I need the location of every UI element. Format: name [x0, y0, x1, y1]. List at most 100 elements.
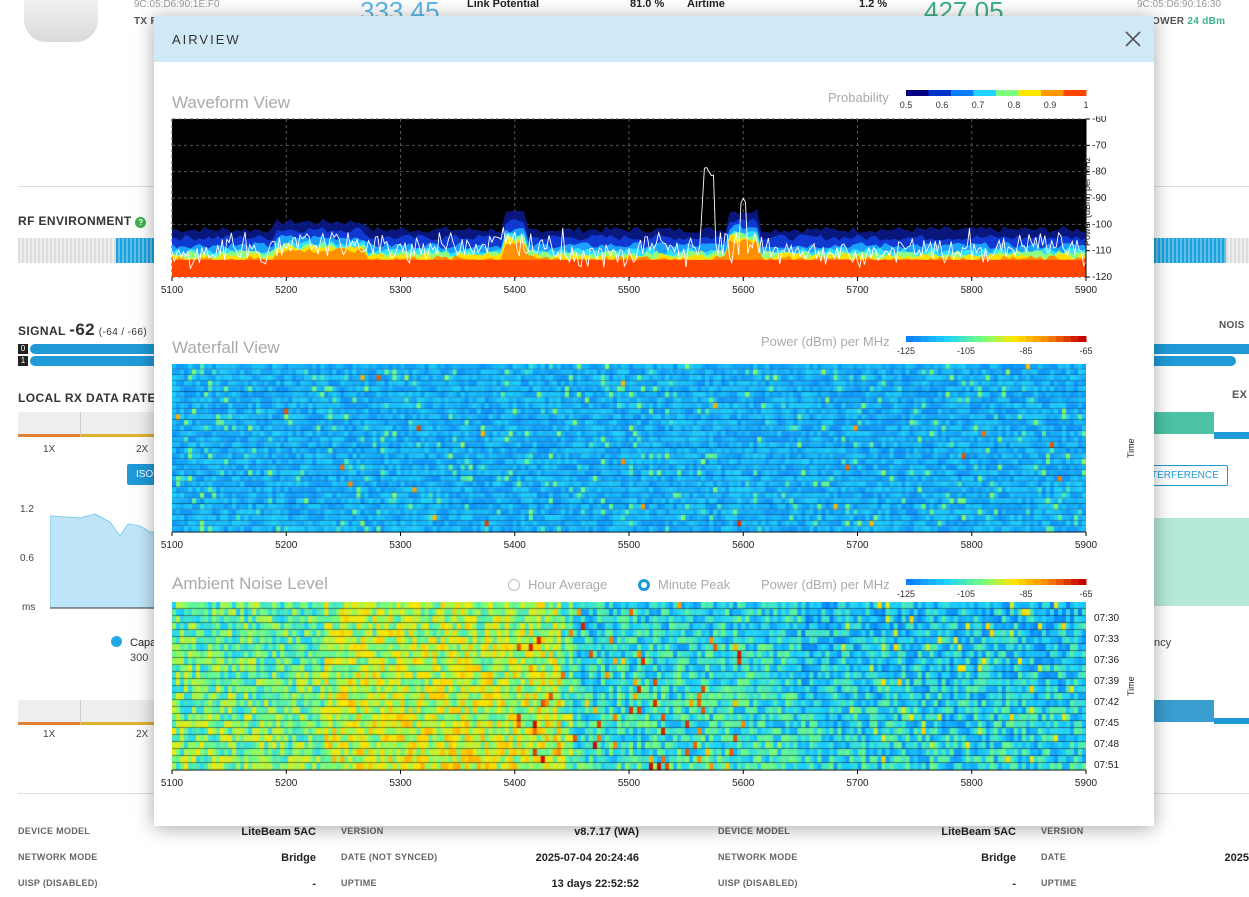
- x-tick-label: 5200: [275, 540, 298, 551]
- time-tick-label: 07:33: [1094, 634, 1120, 645]
- y-tick-label: -90: [1092, 193, 1107, 204]
- minute-peak-radio[interactable]: Minute Peak: [638, 577, 730, 592]
- legend-tick: -105: [957, 589, 975, 599]
- info-label: UPTIME: [341, 878, 377, 888]
- x-tick-label: 5900: [1075, 285, 1098, 296]
- legend-tick: 0.8: [1008, 100, 1021, 110]
- legend-swatch: [921, 579, 929, 585]
- x-tick-label: 5500: [618, 285, 641, 296]
- legend-swatch: [1071, 336, 1079, 342]
- legend-swatch: [1063, 336, 1072, 342]
- time-tick-label: 07:51: [1094, 760, 1120, 771]
- y-tick-ms: ms: [22, 602, 36, 613]
- x-tick-label: 5600: [732, 778, 755, 789]
- info-value: 2025-07-04 20:24:46: [535, 852, 639, 864]
- legend-swatch: [996, 90, 1019, 96]
- info-label: VERSION: [341, 826, 384, 836]
- radio-minute-icon[interactable]: [638, 579, 650, 591]
- radio-hour-icon[interactable]: [508, 579, 520, 591]
- info-value: 2025: [1224, 852, 1249, 864]
- time-tick-label: 07:42: [1094, 697, 1120, 708]
- legend-swatch: [906, 579, 914, 585]
- airtime-label: Airtime: [687, 0, 725, 10]
- x-tick-label: 5700: [846, 778, 869, 789]
- power-label: OWER 24 dBm: [1152, 16, 1226, 27]
- ext-label: EX: [1232, 389, 1248, 401]
- info-label: DATE (NOT SYNCED): [341, 852, 438, 862]
- legend-swatch: [973, 336, 982, 342]
- legend-swatch: [958, 579, 967, 585]
- x-tick-label: 5300: [389, 285, 412, 296]
- legend-swatch: [1056, 336, 1064, 342]
- legend-swatch: [1011, 579, 1019, 585]
- legend-swatch: [951, 579, 959, 585]
- waterfall-heatmap: [172, 364, 1086, 532]
- probability-base: [172, 259, 1086, 277]
- legend-swatch: [1041, 579, 1049, 585]
- latency-area-left: [50, 513, 154, 609]
- legend-latency: ncy: [1154, 637, 1172, 649]
- legend-tick: -85: [1019, 589, 1032, 599]
- legend-tick: -65: [1079, 346, 1092, 356]
- waterfall-legend-title: Power (dBm) per MHz: [761, 334, 890, 349]
- rate-1x: 1X: [43, 444, 56, 455]
- legend-swatch: [1048, 336, 1057, 342]
- rate-2x: 2X: [136, 444, 149, 455]
- legend-swatch: [1063, 90, 1087, 96]
- info-value: LiteBeam 5AC: [941, 826, 1016, 838]
- legend-swatch: [913, 579, 922, 585]
- tx-power-label: TX P: [134, 16, 158, 27]
- legend-swatch: [1041, 90, 1064, 96]
- info-label: UISP (DISABLED): [18, 878, 98, 888]
- legend-tick: 0.9: [1044, 100, 1057, 110]
- interference-button[interactable]: TERFERENCE: [1142, 465, 1228, 486]
- legend-swatch: [921, 336, 929, 342]
- hour-average-radio[interactable]: Hour Average: [508, 577, 607, 592]
- y-tick-label: -60: [1092, 116, 1107, 125]
- x-tick-label: 5200: [275, 285, 298, 296]
- legend-swatch: [1018, 579, 1027, 585]
- right-mac: 9C:05:D6:90:16:30: [1137, 0, 1221, 10]
- tx-rate-1x: 1X: [43, 729, 56, 740]
- waveform-chart: -60 -70 -80 -90 -100 -110 -120 5100 5200 5300 5400…: [161, 116, 1113, 296]
- legend-swatch: [951, 90, 974, 96]
- time-tick-label: 07:39: [1094, 676, 1120, 687]
- airtime-value: 1.2 %: [859, 0, 888, 10]
- x-tick-label: 5700: [846, 540, 869, 551]
- legend-swatch: [981, 336, 989, 342]
- legend-tick: -125: [897, 346, 915, 356]
- legend-tick: 1: [1083, 100, 1088, 110]
- x-tick-label: 5400: [504, 285, 527, 296]
- y-tick-label: -120: [1092, 272, 1112, 283]
- legend-swatch: [936, 579, 944, 585]
- info-label: UISP (DISABLED): [718, 878, 798, 888]
- legend-swatch: [951, 336, 959, 342]
- legend-swatch: [966, 336, 974, 342]
- close-icon[interactable]: [1122, 28, 1144, 50]
- x-tick-label: 5300: [389, 540, 412, 551]
- y-tick-label: -70: [1092, 140, 1107, 151]
- ext-tx-bar-2: [1214, 718, 1249, 724]
- legend-swatch: [943, 579, 952, 585]
- info-value: 13 days 22:52:52: [551, 878, 639, 890]
- airview-modal: AIRVIEW Waveform View Probability 0.5 0.6…: [154, 16, 1154, 826]
- waveform-y-label: Power (dBm) per MHz: [1082, 156, 1092, 246]
- iso-button[interactable]: ISO: [127, 464, 163, 485]
- legend-swatch: [973, 90, 997, 96]
- ambient-y-label: Time: [1126, 676, 1136, 696]
- info-value: -: [312, 878, 316, 890]
- info-value: LiteBeam 5AC: [241, 826, 316, 838]
- signal-bar-0: [30, 344, 154, 354]
- x-tick-label: 5700: [846, 285, 869, 296]
- legend-swatch: [1078, 336, 1087, 342]
- waterfall-x-axis: 5100 5200 5300 5400 5500 5600 5700 5800 5900: [161, 532, 1098, 551]
- time-tick-label: 07:48: [1094, 739, 1120, 750]
- ambient-x-axis: 5100 5200 5300 5400 5500 5600 5700 5800 5900: [161, 770, 1098, 789]
- legend-swatch: [988, 336, 997, 342]
- y-tick-label: -100: [1092, 219, 1112, 230]
- help-icon[interactable]: ?: [135, 217, 147, 228]
- ambient-title: Ambient Noise Level: [172, 574, 328, 593]
- x-tick-label: 5400: [504, 778, 527, 789]
- ambient-legend: -125 -105 -85 -65: [897, 579, 1093, 599]
- left-mac: 9C:05:D6:90:1E:F0: [134, 0, 220, 10]
